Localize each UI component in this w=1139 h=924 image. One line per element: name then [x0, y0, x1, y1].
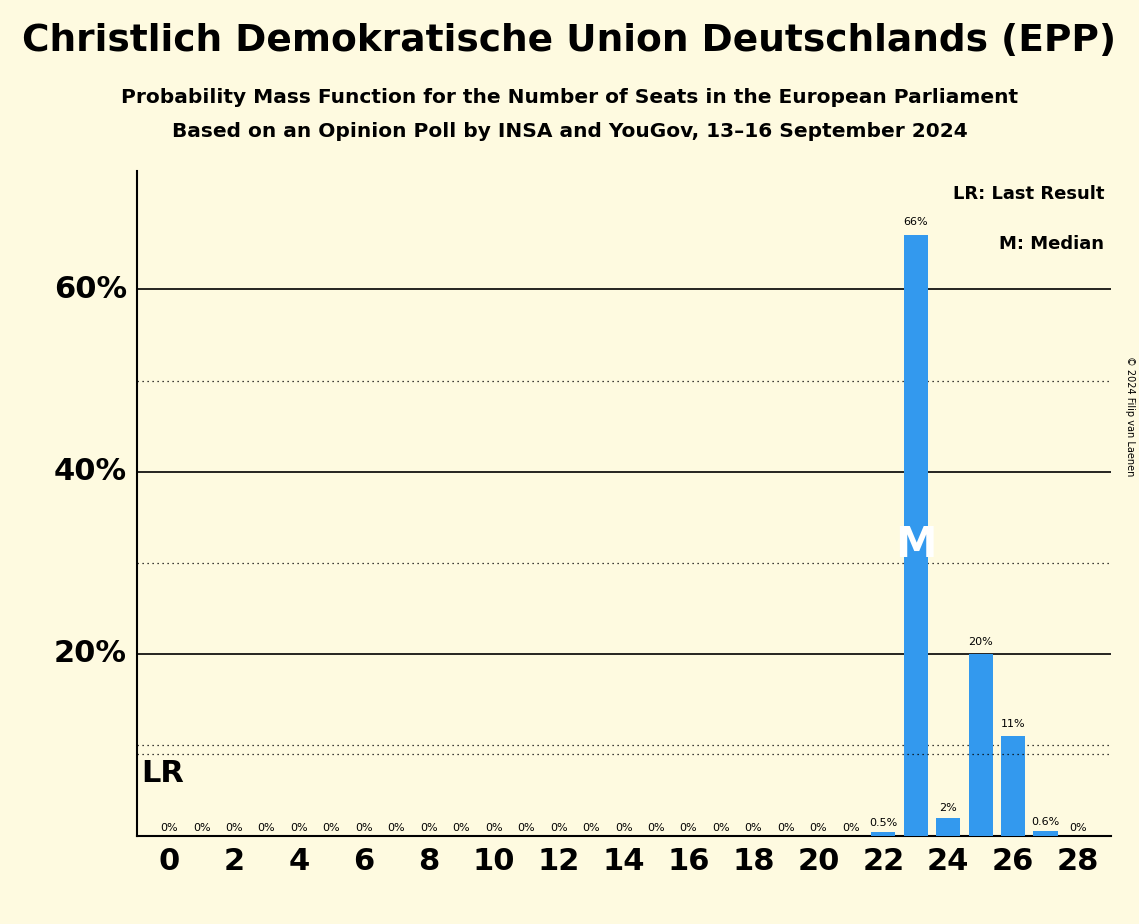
Bar: [871, 832, 895, 836]
Text: 0%: 0%: [257, 823, 276, 833]
Text: 11%: 11%: [1001, 719, 1025, 729]
Text: LR: LR: [141, 759, 185, 788]
Bar: [903, 235, 928, 836]
Text: 0%: 0%: [550, 823, 567, 833]
Text: Based on an Opinion Poll by INSA and YouGov, 13–16 September 2024: Based on an Opinion Poll by INSA and You…: [172, 122, 967, 141]
Text: 40%: 40%: [54, 457, 126, 486]
Bar: [1001, 736, 1025, 836]
Bar: [1033, 831, 1058, 836]
Text: 0%: 0%: [322, 823, 341, 833]
Text: 20%: 20%: [54, 639, 126, 668]
Text: 20%: 20%: [968, 637, 993, 647]
Text: Christlich Demokratische Union Deutschlands (EPP): Christlich Demokratische Union Deutschla…: [23, 23, 1116, 59]
Text: 2%: 2%: [940, 804, 957, 813]
Text: 0%: 0%: [1070, 823, 1087, 833]
Text: 0%: 0%: [777, 823, 795, 833]
Text: 0%: 0%: [192, 823, 211, 833]
Text: © 2024 Filip van Laenen: © 2024 Filip van Laenen: [1125, 356, 1134, 476]
Text: 0%: 0%: [517, 823, 535, 833]
Text: 0%: 0%: [582, 823, 600, 833]
Text: 0%: 0%: [647, 823, 665, 833]
Text: 0%: 0%: [387, 823, 405, 833]
Text: 0%: 0%: [680, 823, 697, 833]
Text: 0%: 0%: [842, 823, 860, 833]
Text: 0%: 0%: [355, 823, 372, 833]
Text: 0%: 0%: [452, 823, 470, 833]
Text: 0%: 0%: [161, 823, 178, 833]
Text: 0%: 0%: [615, 823, 632, 833]
Text: 0%: 0%: [226, 823, 243, 833]
Text: 0%: 0%: [712, 823, 730, 833]
Text: 0%: 0%: [290, 823, 308, 833]
Text: 0.5%: 0.5%: [869, 818, 898, 828]
Text: 66%: 66%: [903, 217, 928, 227]
Text: 0.6%: 0.6%: [1032, 817, 1059, 827]
Text: Probability Mass Function for the Number of Seats in the European Parliament: Probability Mass Function for the Number…: [121, 88, 1018, 107]
Bar: [936, 818, 960, 836]
Text: 0%: 0%: [485, 823, 502, 833]
Text: 0%: 0%: [810, 823, 827, 833]
Text: 60%: 60%: [54, 275, 126, 304]
Text: 0%: 0%: [420, 823, 437, 833]
Text: M: Median: M: Median: [999, 235, 1104, 253]
Text: 0%: 0%: [745, 823, 762, 833]
Text: LR: Last Result: LR: Last Result: [952, 185, 1104, 202]
Text: M: M: [895, 524, 936, 565]
Bar: [968, 654, 993, 836]
